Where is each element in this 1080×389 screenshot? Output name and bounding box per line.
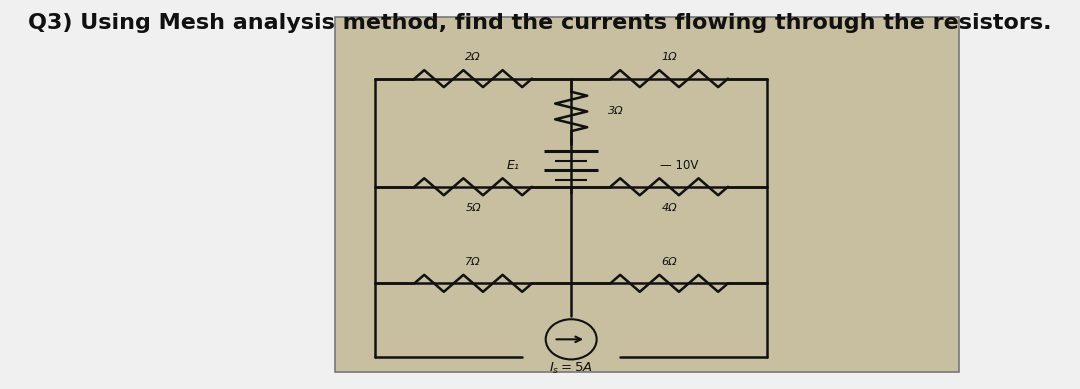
Text: 5Ω: 5Ω bbox=[465, 203, 481, 213]
Text: — 10V: — 10V bbox=[660, 159, 699, 172]
Text: 6Ω: 6Ω bbox=[661, 257, 677, 267]
Text: 3Ω: 3Ω bbox=[608, 107, 623, 116]
Text: 2Ω: 2Ω bbox=[465, 53, 481, 62]
Text: $I_s = 5A$: $I_s = 5A$ bbox=[550, 361, 593, 376]
Ellipse shape bbox=[545, 319, 596, 359]
Text: 7Ω: 7Ω bbox=[465, 257, 481, 267]
FancyBboxPatch shape bbox=[335, 17, 959, 372]
Text: 1Ω: 1Ω bbox=[661, 53, 677, 62]
Text: 4Ω: 4Ω bbox=[661, 203, 677, 213]
Text: E₁: E₁ bbox=[507, 159, 519, 172]
Text: Q3) Using Mesh analysis method, find the currents flowing through the resistors.: Q3) Using Mesh analysis method, find the… bbox=[28, 13, 1052, 33]
